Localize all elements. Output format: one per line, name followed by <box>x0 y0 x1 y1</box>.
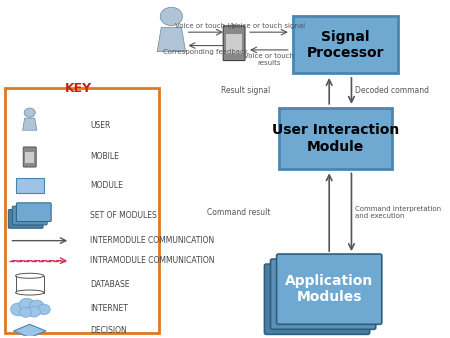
FancyBboxPatch shape <box>270 259 376 329</box>
Circle shape <box>24 108 35 117</box>
Text: Decoded command: Decoded command <box>356 87 429 95</box>
Text: Command result: Command result <box>207 208 270 217</box>
FancyBboxPatch shape <box>8 210 43 228</box>
FancyBboxPatch shape <box>16 276 44 292</box>
Polygon shape <box>14 324 46 338</box>
Polygon shape <box>22 118 37 130</box>
Text: USER: USER <box>90 121 111 130</box>
Text: Voice or touch
results: Voice or touch results <box>244 53 294 66</box>
Ellipse shape <box>16 290 44 295</box>
FancyBboxPatch shape <box>293 17 398 73</box>
FancyBboxPatch shape <box>16 203 51 222</box>
Circle shape <box>37 304 50 315</box>
Text: Voice or touch i/p: Voice or touch i/p <box>175 23 236 29</box>
FancyBboxPatch shape <box>223 26 245 61</box>
Text: DECISION: DECISION <box>90 327 127 336</box>
Text: MOBILE: MOBILE <box>90 152 119 162</box>
Text: Corresponding feedback: Corresponding feedback <box>163 49 248 55</box>
Text: Command interpretation and execution: Command interpretation and execution <box>356 206 441 219</box>
Text: MODULE: MODULE <box>90 181 123 190</box>
Text: SET OF MODULES: SET OF MODULES <box>90 211 157 220</box>
Ellipse shape <box>16 273 44 278</box>
Circle shape <box>30 300 44 312</box>
Text: Result signal: Result signal <box>221 87 270 95</box>
FancyBboxPatch shape <box>279 108 392 169</box>
FancyBboxPatch shape <box>226 34 242 54</box>
Circle shape <box>11 303 26 316</box>
FancyBboxPatch shape <box>25 152 34 163</box>
FancyBboxPatch shape <box>5 89 159 333</box>
Text: INTERMODULE COMMUNICATION: INTERMODULE COMMUNICATION <box>90 236 215 245</box>
Text: DATABASE: DATABASE <box>90 280 130 289</box>
Polygon shape <box>157 27 185 52</box>
FancyBboxPatch shape <box>265 264 369 334</box>
FancyBboxPatch shape <box>16 178 44 193</box>
Text: INTERNET: INTERNET <box>90 304 128 313</box>
Text: INTRAMODULE COMMUNICATION: INTRAMODULE COMMUNICATION <box>90 256 215 265</box>
Text: Signal
Processor: Signal Processor <box>306 30 384 60</box>
Text: User Interaction
Module: User Interaction Module <box>272 123 399 154</box>
Text: Application
Modules: Application Modules <box>285 274 374 304</box>
Circle shape <box>27 307 40 317</box>
Text: KEY: KEY <box>65 82 92 95</box>
Circle shape <box>160 7 183 26</box>
FancyBboxPatch shape <box>12 206 47 225</box>
Text: Voice or touch signal: Voice or touch signal <box>232 23 306 29</box>
FancyBboxPatch shape <box>277 254 382 324</box>
Circle shape <box>19 298 35 311</box>
Circle shape <box>19 308 32 317</box>
FancyBboxPatch shape <box>23 147 36 167</box>
